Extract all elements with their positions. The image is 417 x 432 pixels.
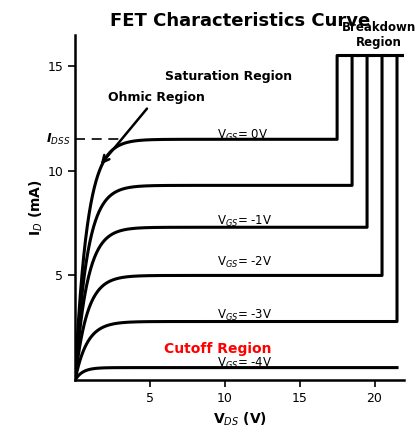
Text: V$_{GS}$= -1V: V$_{GS}$= -1V xyxy=(217,213,273,229)
X-axis label: V$_{DS}$ (V): V$_{DS}$ (V) xyxy=(213,410,267,428)
Text: V$_{GS}$= -2V: V$_{GS}$= -2V xyxy=(217,255,273,270)
Text: I$_{DSS}$: I$_{DSS}$ xyxy=(46,132,70,147)
Text: Breakdown
Region: Breakdown Region xyxy=(342,21,416,49)
Text: Ohmic Region: Ohmic Region xyxy=(103,91,205,162)
Title: FET Characteristics Curve: FET Characteristics Curve xyxy=(110,12,370,30)
Text: V$_{GS}$= -3V: V$_{GS}$= -3V xyxy=(217,308,272,323)
Y-axis label: I$_D$ (mA): I$_D$ (mA) xyxy=(27,179,45,236)
Text: Cutoff Region: Cutoff Region xyxy=(163,342,271,356)
Text: Saturation Region: Saturation Region xyxy=(165,70,292,83)
Text: V$_{GS}$= 0V: V$_{GS}$= 0V xyxy=(217,127,269,143)
Text: V$_{GS}$= -4V: V$_{GS}$= -4V xyxy=(217,356,273,371)
